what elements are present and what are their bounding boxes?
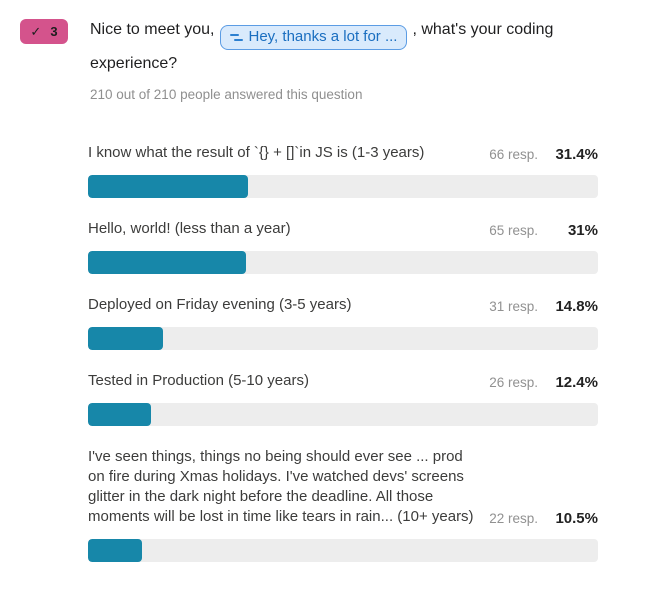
- answer-label: I've seen things, things no being should…: [88, 448, 474, 526]
- answer-label: I know what the result of `{} + []`in JS…: [88, 144, 425, 162]
- answer-label: Hello, world! (less than a year): [88, 220, 291, 238]
- question-header: ✓ 3 Nice to meet you, Hey, thanks a lot f…: [20, 16, 598, 102]
- percentage-value: 31.4%: [555, 146, 598, 164]
- response-count: 22 resp.: [489, 511, 538, 527]
- bar-fill: [88, 175, 249, 199]
- question-title-after: , what's your coding experience?: [90, 21, 554, 73]
- answer-label: Deployed on Friday evening (3-5 years): [88, 296, 352, 314]
- response-count: 26 resp.: [489, 375, 538, 391]
- answer-row: I know what the result of `{} + []`in JS…: [88, 143, 598, 199]
- check-icon: ✓: [30, 24, 42, 39]
- percentage-value: 14.8%: [555, 298, 598, 316]
- bar-track: [88, 403, 598, 427]
- bar-track: [88, 175, 598, 199]
- response-count: 65 resp.: [489, 223, 538, 239]
- question-content: Nice to meet you, Hey, thanks a lot for .…: [90, 16, 598, 102]
- answer-row: Hello, world! (less than a year) 65 resp…: [88, 219, 598, 275]
- bar-fill: [88, 539, 142, 563]
- answer-row: Tested in Production (5-10 years) 26 res…: [88, 371, 598, 427]
- answer-row-header: I know what the result of `{} + []`in JS…: [88, 143, 598, 163]
- answer-label: Tested in Production (5-10 years): [88, 372, 309, 390]
- response-count: 31 resp.: [489, 299, 538, 315]
- answered-summary: 210 out of 210 people answered this ques…: [90, 87, 363, 103]
- question-results-panel: ✓ 3 Nice to meet you, Hey, thanks a lot f…: [20, 16, 598, 563]
- recall-chip-label: Hey, thanks a lot for ...: [248, 28, 398, 46]
- response-count: 66 resp.: [489, 147, 538, 163]
- percentage-value: 31%: [567, 222, 598, 240]
- question-number: 3: [50, 24, 58, 39]
- bar-fill: [88, 327, 164, 351]
- answer-row-header: I've seen things, things no being should…: [88, 447, 598, 527]
- bar-fill: [88, 251, 247, 275]
- answer-row-header: Hello, world! (less than a year) 65 resp…: [88, 219, 598, 239]
- bar-fill: [88, 403, 152, 427]
- recall-chip[interactable]: Hey, thanks a lot for ...: [219, 25, 408, 51]
- recall-icon: [229, 33, 243, 41]
- answer-row-header: Tested in Production (5-10 years) 26 res…: [88, 371, 598, 391]
- answer-row-header: Deployed on Friday evening (3-5 years) 3…: [88, 295, 598, 315]
- answer-row: I've seen things, things no being should…: [88, 447, 598, 563]
- percentage-value: 10.5%: [555, 510, 598, 528]
- answer-row: Deployed on Friday evening (3-5 years) 3…: [88, 295, 598, 351]
- question-number-badge: ✓ 3: [20, 19, 68, 44]
- bar-track: [88, 327, 598, 351]
- bar-track: [88, 251, 598, 275]
- bar-track: [88, 539, 598, 563]
- question-title: Nice to meet you, Hey, thanks a lot for .…: [90, 16, 598, 77]
- question-title-before: Nice to meet you,: [90, 21, 215, 38]
- answers-list: I know what the result of `{} + []`in JS…: [88, 143, 598, 563]
- percentage-value: 12.4%: [555, 374, 598, 392]
